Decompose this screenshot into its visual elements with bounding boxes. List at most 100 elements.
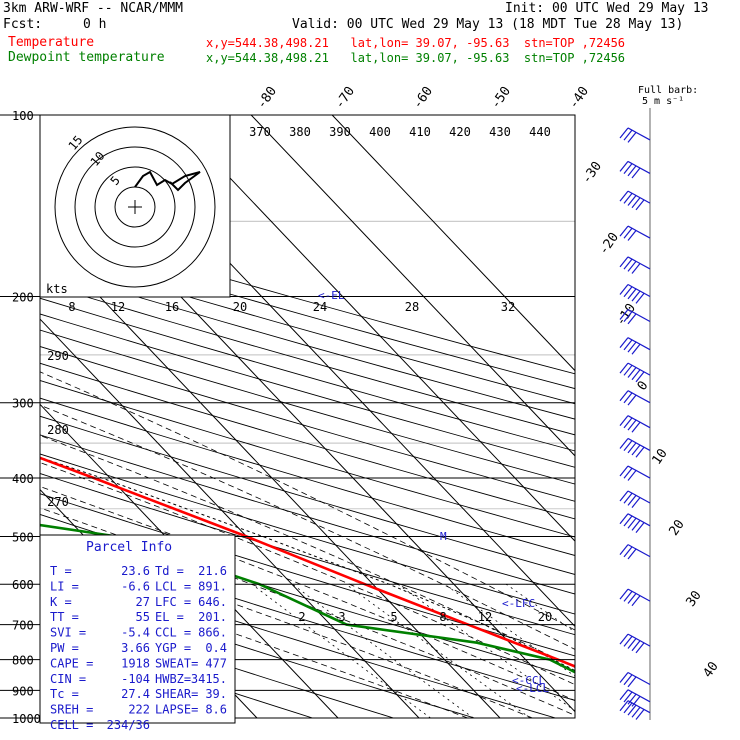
wind-barb xyxy=(619,256,651,274)
temperature-tick-label: -20 xyxy=(596,230,622,258)
parcel-info-key: EL = xyxy=(155,610,184,624)
hodograph-trace xyxy=(134,170,201,192)
pressure-tick-label: 800 xyxy=(12,654,34,668)
temperature-tick-label: -30 xyxy=(579,159,605,187)
parcel-info-key: SREH = xyxy=(50,703,93,717)
forecast-value: 0 h xyxy=(83,17,107,32)
mixing-ratio-line xyxy=(251,583,431,718)
theta-label: 420 xyxy=(449,125,471,139)
temperature-legend-info: x,y=544.38,498.21 lat,lon= 39.07, -95.63… xyxy=(206,36,626,50)
dry-adiabat-line xyxy=(40,603,394,718)
marker-label-el: <-EL xyxy=(318,289,345,302)
parcel-info-value: 646. xyxy=(198,595,227,609)
dry-adiabat-line xyxy=(40,434,575,595)
pressure-tick-label: 200 xyxy=(12,291,34,305)
parcel-info-value: -5.4 xyxy=(121,626,150,640)
dewpoint-profile-line xyxy=(40,523,575,674)
plot-border xyxy=(39,114,576,719)
parcel-info-key: LI = xyxy=(50,579,79,593)
mixing-ratio-line xyxy=(292,583,474,718)
parcel-info-value: 3.66 xyxy=(121,641,150,655)
mixing-ratio-line xyxy=(397,583,575,712)
temperature-tick-label: -70 xyxy=(332,84,358,112)
wind-barb xyxy=(619,689,651,707)
parcel-info-key: HWBZ= xyxy=(155,672,191,686)
hodograph-axis-tick: 24 xyxy=(313,300,327,314)
parcel-info-key: SHEAR= xyxy=(155,687,198,701)
pressure-tick-label: 700 xyxy=(12,619,34,633)
wind-barb xyxy=(619,544,651,560)
parcel-info-key: LAPSE= xyxy=(155,703,198,717)
hodograph-axis-tick: 28 xyxy=(405,300,419,314)
wind-barb xyxy=(619,390,651,406)
marker-label-m: M xyxy=(440,530,447,543)
parcel-info-value: 0.4 xyxy=(205,641,227,655)
isotherm-line xyxy=(40,318,420,718)
wind-barb xyxy=(619,633,651,654)
theta-label: 370 xyxy=(249,125,271,139)
moist-adiabat-line xyxy=(40,404,575,650)
hodograph-axis-tick: 8 xyxy=(68,300,75,314)
parcel-info-value: 55 xyxy=(136,610,150,624)
parcel-info-value: -104 xyxy=(121,672,150,686)
theta-label: 430 xyxy=(489,125,511,139)
wind-barb xyxy=(619,337,651,355)
pressure-tick-label: 900 xyxy=(12,684,34,698)
dry-adiabat-line xyxy=(40,238,575,390)
parcel-info-key: T = xyxy=(50,564,72,578)
hodograph-unit-label: kts xyxy=(46,282,68,296)
dry-adiabat-label: 270 xyxy=(47,495,69,509)
dry-adiabat-line xyxy=(40,252,575,405)
mixing-ratio-label: 12 xyxy=(478,610,492,624)
parcel-info-key: Td = xyxy=(155,564,184,578)
wind-barb-title: Full barb: xyxy=(638,85,698,96)
marker-label-lfc: <-LFC xyxy=(502,597,535,610)
parcel-info-value: 201. xyxy=(198,610,227,624)
pressure-tick-label: 300 xyxy=(12,397,34,411)
dry-adiabat-line xyxy=(40,282,575,436)
isotherm-line xyxy=(250,115,575,457)
mixing-ratio-label: 3 xyxy=(338,610,345,624)
parcel-info-key: LFC = xyxy=(155,595,191,609)
wind-barb xyxy=(619,437,651,458)
hodograph-ring xyxy=(54,126,216,288)
parcel-info-box xyxy=(39,534,236,724)
moist-adiabat-line xyxy=(40,535,533,718)
temperature-tick-label: 10 xyxy=(649,446,670,467)
parcel-info-value: 39. xyxy=(205,687,227,701)
dry-adiabat-line xyxy=(40,493,575,657)
temperature-tick-label: -60 xyxy=(410,84,436,112)
mixing-ratio-line xyxy=(505,583,575,633)
dry-adiabat-line xyxy=(40,415,575,575)
isotherm-line xyxy=(40,233,501,718)
parcel-info-key: Tc = xyxy=(50,687,79,701)
temperature-tick-label: -40 xyxy=(566,84,592,112)
moist-adiabat-line xyxy=(40,371,575,631)
wind-barb xyxy=(619,588,651,607)
theta-label: 380 xyxy=(289,125,311,139)
parcel-info-key: YGP = xyxy=(155,641,191,655)
parcel-info-key: LCL = xyxy=(155,579,191,593)
wind-barb-unit: 5 m s⁻¹ xyxy=(642,96,684,107)
init-time: Init: 00 UTC Wed 29 May 13 xyxy=(505,1,709,16)
theta-label: 440 xyxy=(529,125,551,139)
parcel-info-value: 866. xyxy=(198,626,227,640)
dry-adiabat-line xyxy=(40,224,575,375)
pressure-tick-label: 400 xyxy=(12,472,34,486)
mixing-ratio-label: 5 xyxy=(390,610,397,624)
parcel-info-key: CIN = xyxy=(50,672,86,686)
parcel-info-key: SVI = xyxy=(50,626,86,640)
temperature-tick-label: -50 xyxy=(488,84,514,112)
temperature-tick-label: 30 xyxy=(683,588,704,609)
dry-adiabat-line xyxy=(40,313,575,468)
pressure-tick-label: 100 xyxy=(12,109,34,123)
wind-barb xyxy=(619,513,651,533)
parcel-path-line xyxy=(40,456,575,672)
dry-adiabat-line xyxy=(40,297,575,452)
pressure-tick-label: 600 xyxy=(12,578,34,592)
hodograph-axis-tick: 32 xyxy=(501,300,515,314)
dry-adiabat-label: 280 xyxy=(47,423,69,437)
wind-barb xyxy=(619,465,651,481)
parcel-info-title: Parcel Info xyxy=(86,540,172,555)
parcel-info-key: CAPE = xyxy=(50,656,93,670)
